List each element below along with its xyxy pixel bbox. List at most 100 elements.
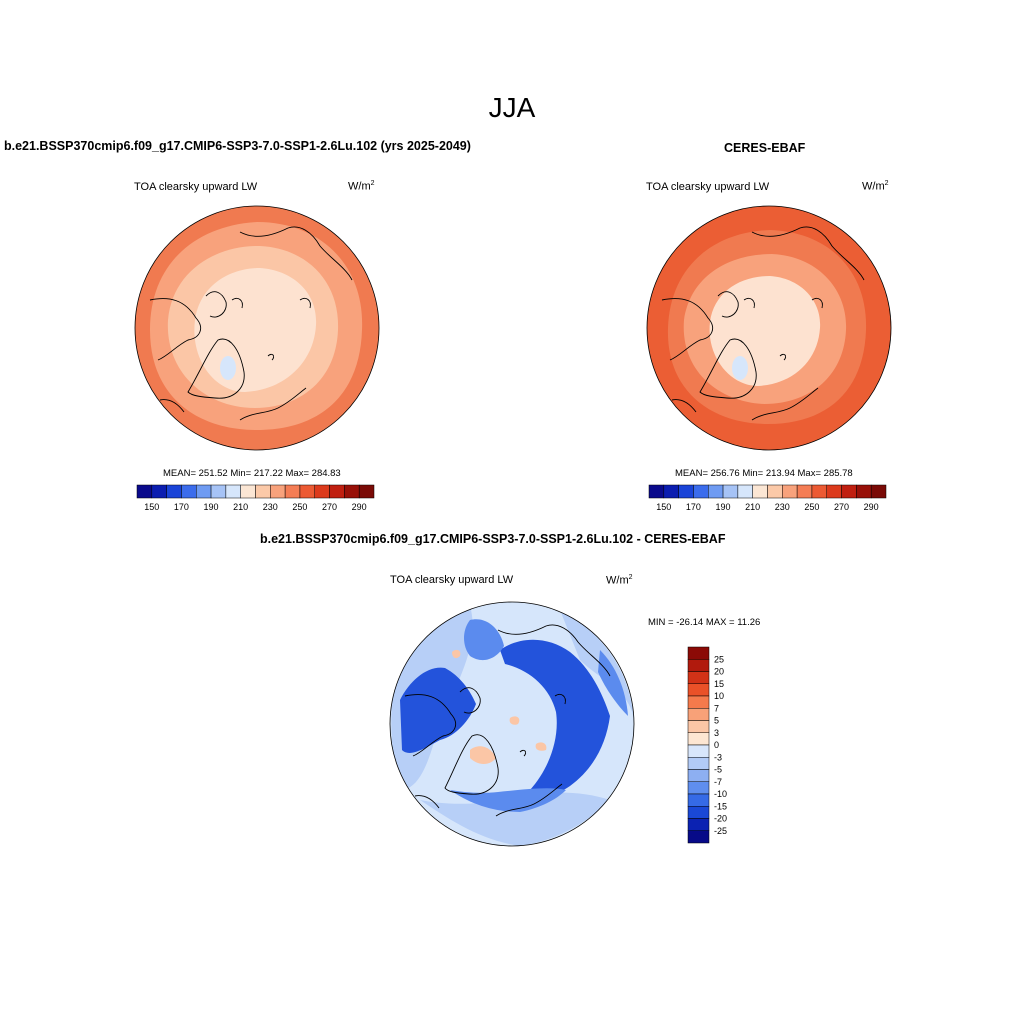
colorbar-swatch bbox=[166, 484, 182, 499]
colorbar-swatch bbox=[687, 769, 710, 782]
colorbar-swatch bbox=[151, 484, 167, 499]
diff-positive-region bbox=[535, 742, 547, 751]
colorbar-tick-label: 150 bbox=[144, 502, 159, 512]
obs-map-border bbox=[646, 205, 892, 451]
colorbar-tick-label: 190 bbox=[716, 502, 731, 512]
colorbar-swatch bbox=[687, 683, 710, 697]
colorbar-swatch bbox=[687, 806, 710, 819]
diff-stats: MIN = -26.14 MAX = 11.26 bbox=[648, 617, 761, 628]
model-stats: MEAN= 251.52 Min= 217.22 Max= 284.83 bbox=[163, 468, 341, 479]
colorbar-swatch bbox=[687, 830, 710, 844]
coastlines bbox=[149, 226, 353, 421]
coastlines bbox=[661, 226, 865, 421]
colorbar-swatch bbox=[752, 484, 768, 499]
colorbar-swatch bbox=[284, 484, 301, 499]
colorbar-swatch bbox=[687, 781, 710, 795]
colorbar-tick-label: 230 bbox=[775, 502, 790, 512]
obs-polar-map bbox=[647, 206, 891, 450]
greenland-ice-region bbox=[220, 356, 236, 380]
colorbar-swatch bbox=[856, 484, 872, 499]
diff-map-border bbox=[389, 601, 635, 847]
model-units-label: W/m2 bbox=[348, 180, 375, 193]
diff-variable-label: TOA clearsky upward LW bbox=[390, 574, 514, 586]
colorbar-swatch bbox=[687, 708, 710, 721]
colorbar-swatch bbox=[687, 757, 710, 770]
diff-light-region bbox=[560, 610, 634, 720]
colorbar-swatch bbox=[687, 671, 710, 684]
colorbar-swatch bbox=[841, 484, 857, 499]
colorbar-tick-label: 270 bbox=[834, 502, 849, 512]
colorbar-tick-label: 0 bbox=[714, 740, 719, 750]
colorbar-swatch bbox=[767, 484, 783, 499]
colorbar-swatch bbox=[687, 659, 710, 672]
colorbar-swatch bbox=[299, 484, 315, 499]
greenland-ice-region bbox=[732, 356, 748, 380]
colorbar-swatch bbox=[181, 484, 197, 499]
colorbar-tick-label: 250 bbox=[804, 502, 819, 512]
colorbar-swatch bbox=[687, 744, 710, 758]
colorbar-tick-label: 7 bbox=[714, 703, 719, 713]
colorbar-swatch bbox=[225, 484, 241, 499]
colorbar-tick-label: -20 bbox=[714, 814, 727, 824]
colorbar-swatch bbox=[678, 484, 694, 499]
colorbar-tick-label: 290 bbox=[864, 502, 879, 512]
colorbar-swatch bbox=[329, 484, 345, 499]
diff-panel-title: b.e21.BSSP370cmip6.f09_g17.CMIP6-SSP3-7.… bbox=[260, 532, 726, 546]
diff-positive-region bbox=[509, 716, 520, 725]
colorbar-tick-label: -5 bbox=[714, 765, 722, 775]
colorbar-swatch bbox=[687, 695, 710, 709]
colorbar-tick-label: -7 bbox=[714, 777, 722, 787]
colorbar-swatch bbox=[255, 484, 271, 499]
model-polar-map bbox=[135, 206, 379, 450]
obs-stats: MEAN= 256.76 Min= 213.94 Max= 285.78 bbox=[675, 468, 853, 479]
colorbar-swatch bbox=[870, 484, 887, 499]
colorbar-tick-label: -3 bbox=[714, 752, 722, 762]
obs-colorbar: 150 170 190 210 230 250 270 290 bbox=[648, 484, 887, 512]
colorbar-tick-label: 230 bbox=[263, 502, 278, 512]
colorbar-swatch bbox=[687, 732, 710, 746]
colorbar-tick-label: 210 bbox=[233, 502, 248, 512]
colorbar-tick-label: -10 bbox=[714, 789, 727, 799]
colorbar-swatch bbox=[344, 484, 360, 499]
page-title: JJA bbox=[488, 92, 536, 123]
diff-negative-region bbox=[500, 639, 610, 795]
colorbar-tick-label: 270 bbox=[322, 502, 337, 512]
colorbar-swatch bbox=[314, 484, 330, 499]
model-panel-title: b.e21.BSSP370cmip6.f09_g17.CMIP6-SSP3-7.… bbox=[4, 139, 471, 153]
colorbar-swatch bbox=[648, 484, 665, 499]
diff-positive-region bbox=[452, 649, 461, 659]
colorbar-swatch bbox=[693, 484, 709, 499]
colorbar-tick-label: 190 bbox=[204, 502, 219, 512]
colorbar-tick-label: 3 bbox=[714, 728, 719, 738]
diff-units-label: W/m2 bbox=[606, 574, 633, 587]
colorbar-swatch bbox=[358, 484, 375, 499]
colorbar-swatch bbox=[782, 484, 798, 499]
coastlines bbox=[404, 624, 611, 817]
colorbar-swatch bbox=[687, 818, 710, 831]
colorbar-swatch bbox=[136, 484, 153, 499]
colorbar-tick-label: 290 bbox=[352, 502, 367, 512]
colorbar-swatch bbox=[708, 484, 724, 499]
colorbar-tick-label: 10 bbox=[714, 691, 724, 701]
colorbar-tick-label: -15 bbox=[714, 801, 727, 811]
model-variable-label: TOA clearsky upward LW bbox=[134, 181, 258, 193]
colorbar-tick-label: 15 bbox=[714, 679, 724, 689]
colorbar-swatch bbox=[722, 484, 739, 499]
colorbar-swatch bbox=[687, 720, 710, 733]
diff-positive-region bbox=[470, 746, 496, 764]
diff-light-region bbox=[420, 792, 610, 846]
colorbar-tick-label: 170 bbox=[174, 502, 189, 512]
diff-polar-map bbox=[390, 602, 634, 846]
colorbar-swatch bbox=[687, 646, 710, 660]
obs-panel-title: CERES-EBAF bbox=[724, 141, 806, 155]
colorbar-tick-label: 20 bbox=[714, 667, 724, 677]
diff-negative-region bbox=[400, 667, 476, 753]
colorbar-tick-label: 150 bbox=[656, 502, 671, 512]
colorbar-swatch bbox=[796, 484, 813, 499]
diff-mid-region bbox=[598, 650, 628, 716]
colorbar-tick-label: 25 bbox=[714, 654, 724, 664]
colorbar-tick-label: 210 bbox=[745, 502, 760, 512]
colorbar-tick-label: 170 bbox=[686, 502, 701, 512]
colorbar-tick-label: -25 bbox=[714, 826, 727, 836]
